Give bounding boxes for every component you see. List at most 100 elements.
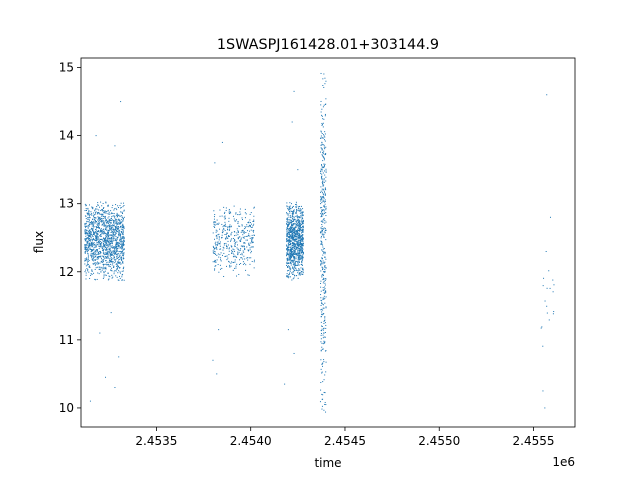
data-point [322, 228, 324, 230]
data-point [230, 240, 232, 242]
data-point [87, 253, 89, 255]
data-point [226, 247, 228, 249]
data-point [293, 277, 295, 279]
data-point [293, 228, 295, 230]
data-point [103, 248, 105, 250]
data-point [300, 214, 302, 216]
data-point [114, 217, 116, 219]
data-point [293, 219, 295, 221]
data-point [118, 245, 120, 247]
data-point [85, 204, 87, 206]
data-point [109, 266, 111, 268]
data-point [116, 245, 118, 247]
data-point [324, 229, 326, 231]
data-point [252, 221, 254, 223]
data-point [96, 241, 98, 243]
data-point [232, 215, 234, 217]
data-point [109, 240, 111, 242]
data-point [324, 148, 326, 150]
data-point [323, 237, 325, 238]
data-point [214, 238, 216, 240]
data-point [226, 246, 228, 248]
data-point [323, 274, 324, 276]
data-point [113, 271, 115, 273]
data-point [323, 205, 325, 207]
data-point [100, 241, 102, 243]
data-point [95, 253, 97, 255]
data-point [322, 298, 324, 300]
data-point [298, 274, 300, 276]
data-point [216, 234, 218, 236]
data-point [117, 233, 119, 235]
data-point [294, 253, 296, 255]
data-point [296, 233, 298, 235]
data-point [297, 264, 299, 266]
data-point [121, 232, 123, 234]
data-point [100, 242, 102, 244]
data-point [219, 215, 221, 217]
data-point [321, 308, 323, 310]
data-point [293, 232, 295, 234]
data-point [214, 253, 216, 255]
data-point [552, 279, 554, 281]
data-point [321, 166, 323, 168]
data-point [119, 227, 121, 229]
data-point [217, 223, 219, 225]
data-point [86, 249, 88, 251]
data-point [296, 216, 298, 218]
data-point [299, 226, 301, 228]
data-point [234, 250, 236, 252]
data-point [212, 232, 214, 234]
data-point [324, 206, 326, 208]
data-point [98, 213, 100, 215]
data-point [237, 253, 239, 255]
data-point [302, 257, 304, 259]
data-point [216, 236, 218, 238]
data-point [294, 263, 296, 265]
data-point [286, 223, 288, 225]
data-point [295, 225, 297, 227]
data-point [121, 245, 123, 247]
data-point [94, 244, 96, 246]
data-point [293, 90, 295, 92]
data-point [239, 240, 241, 242]
data-point [108, 278, 110, 280]
data-point [289, 238, 291, 240]
data-point [295, 207, 297, 209]
data-point [241, 217, 243, 219]
data-point [544, 300, 546, 302]
data-point [217, 244, 219, 246]
data-point [92, 230, 94, 232]
data-point [93, 262, 95, 264]
data-point [289, 236, 291, 238]
data-point [288, 216, 290, 218]
data-point [237, 251, 239, 253]
data-point [324, 297, 326, 299]
data-point [325, 212, 327, 213]
data-point [236, 256, 238, 258]
data-point [93, 218, 95, 220]
data-point [112, 215, 114, 217]
data-point [243, 231, 245, 233]
data-point [108, 261, 110, 263]
data-point [94, 259, 96, 261]
data-point [116, 248, 117, 250]
data-point [86, 258, 88, 260]
data-point [298, 229, 300, 231]
data-point [93, 233, 95, 235]
data-point [84, 260, 86, 262]
data-point [298, 225, 300, 227]
data-point [293, 224, 295, 226]
data-point [286, 213, 288, 215]
data-point [237, 230, 239, 232]
data-point [286, 276, 288, 278]
data-point [212, 252, 214, 254]
data-point [321, 149, 323, 151]
data-point [293, 227, 295, 229]
data-point [319, 151, 321, 153]
data-point [549, 216, 551, 218]
data-point [122, 218, 124, 220]
data-point [296, 209, 298, 211]
data-point [221, 237, 223, 239]
data-point [295, 219, 297, 221]
